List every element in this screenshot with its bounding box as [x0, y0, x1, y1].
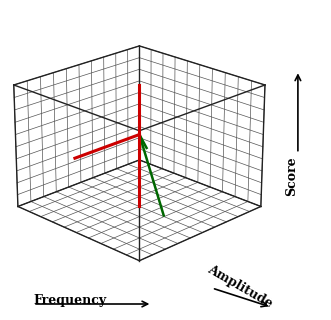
Text: Frequency: Frequency: [33, 294, 106, 307]
Text: Amplitude: Amplitude: [205, 263, 275, 310]
Text: Score: Score: [285, 156, 298, 196]
